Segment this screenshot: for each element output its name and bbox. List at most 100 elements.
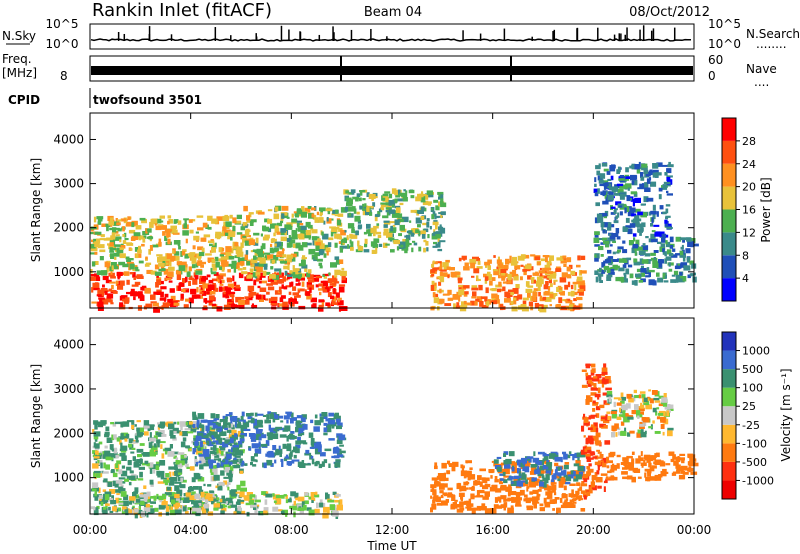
heatmap-cell: [165, 448, 169, 453]
heatmap-cell: [93, 509, 99, 516]
velocity-colorbar-tick-label: -25: [742, 419, 760, 432]
heatmap-cell: [503, 502, 508, 508]
heatmap-cell: [278, 303, 284, 307]
heatmap-cell: [551, 484, 557, 491]
heatmap-cell: [631, 280, 638, 285]
heatmap-cell: [311, 499, 314, 503]
heatmap-cell: [118, 477, 126, 480]
heatmap-cell: [156, 291, 162, 295]
heatmap-cell: [597, 451, 602, 454]
heatmap-cell: [329, 283, 337, 286]
heatmap-cell: [372, 202, 376, 207]
heatmap-cell: [264, 499, 268, 505]
heatmap-cell: [594, 253, 600, 259]
heatmap-cell: [570, 502, 574, 508]
heatmap-cell: [94, 241, 99, 247]
heatmap-cell: [181, 431, 188, 437]
heatmap-cell: [595, 374, 602, 379]
heatmap-cell: [175, 498, 180, 501]
heatmap-cell: [170, 476, 178, 482]
heatmap-cell: [454, 499, 458, 502]
heatmap-cell: [97, 217, 103, 222]
heatmap-cell: [154, 271, 162, 276]
heatmap-cell: [652, 172, 659, 178]
heatmap-cell: [103, 506, 107, 510]
heatmap-cell: [132, 441, 139, 444]
heatmap-cell: [532, 457, 540, 463]
heatmap-cell: [297, 507, 305, 511]
heatmap-cell: [93, 431, 101, 437]
heatmap-cell: [210, 271, 217, 275]
heatmap-cell: [430, 284, 434, 291]
heatmap-cell: [646, 259, 652, 262]
heatmap-cell: [112, 472, 118, 478]
heatmap-cell: [192, 424, 196, 429]
heatmap-cell: [264, 234, 270, 239]
heatmap-cell: [344, 207, 349, 212]
heatmap-cell: [623, 272, 626, 276]
heatmap-cell: [377, 234, 382, 238]
heatmap-cell: [601, 162, 608, 167]
heatmap-cell: [211, 441, 216, 445]
heatmap-cell: [452, 294, 459, 300]
heatmap-cell: [292, 435, 297, 440]
heatmap-cell: [277, 279, 284, 284]
heatmap-cell: [693, 462, 699, 467]
heatmap-cell: [193, 294, 201, 299]
heatmap-cell: [223, 463, 229, 470]
heatmap-cell: [317, 238, 321, 245]
heatmap-cell: [587, 383, 591, 387]
heatmap-cell: [125, 256, 130, 260]
heatmap-cell: [502, 471, 506, 476]
heatmap-cell: [234, 421, 238, 428]
heatmap-cell: [548, 258, 552, 264]
heatmap-cell: [304, 452, 312, 456]
heatmap-cell: [594, 472, 598, 477]
heatmap-cell: [98, 297, 105, 300]
heatmap-cell: [182, 498, 189, 502]
heatmap-cell: [495, 488, 502, 493]
heatmap-cell: [651, 217, 654, 224]
heatmap-cell: [442, 492, 448, 496]
heatmap-cell: [606, 465, 610, 469]
heatmap-cell: [574, 284, 577, 291]
heatmap-cell: [576, 492, 580, 495]
heatmap-cell: [562, 451, 567, 455]
heatmap-cell: [286, 216, 290, 219]
heatmap-cell: [484, 276, 489, 281]
heatmap-cell: [427, 203, 432, 206]
heatmap-cell: [568, 493, 575, 498]
heatmap-cell: [600, 242, 605, 245]
heatmap-cell: [196, 262, 201, 265]
heatmap-cell: [328, 438, 335, 441]
heatmap-cell: [132, 456, 136, 461]
heatmap-cell: [230, 263, 234, 269]
heatmap-cell: [670, 254, 678, 258]
heatmap-cell: [138, 466, 145, 470]
heatmap-cell: [599, 173, 606, 179]
heatmap-cell: [253, 279, 257, 286]
heatmap-cell: [515, 484, 522, 489]
heatmap-cell: [392, 224, 396, 227]
heatmap-cell: [279, 451, 282, 457]
heatmap-cell: [469, 467, 473, 470]
heatmap-cell: [656, 416, 660, 420]
heatmap-cell: [210, 284, 213, 287]
heatmap-cell: [393, 240, 400, 245]
heatmap-cell: [690, 243, 695, 248]
heatmap-cell: [236, 461, 243, 464]
heatmap-cell: [126, 259, 132, 262]
heatmap-cell: [278, 445, 281, 450]
heatmap-cell: [288, 498, 292, 503]
heatmap-cell: [502, 281, 510, 284]
heatmap-cell: [656, 263, 663, 268]
heatmap-cell: [101, 498, 108, 504]
heatmap-cell: [94, 231, 102, 235]
heatmap-cell: [126, 466, 132, 471]
heatmap-cell: [609, 469, 615, 473]
heatmap-cell: [167, 215, 172, 219]
heatmap-cell: [262, 414, 267, 417]
heatmap-cell: [346, 199, 353, 205]
heatmap-cell: [634, 247, 639, 251]
heatmap-cell: [434, 462, 438, 467]
